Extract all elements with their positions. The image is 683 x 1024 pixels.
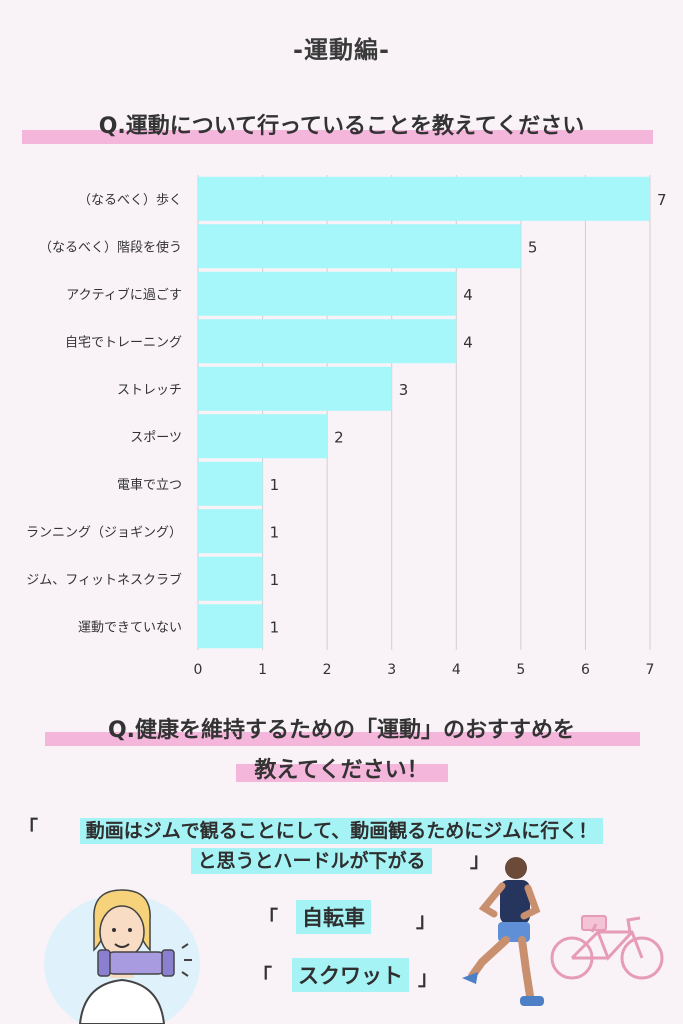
question-2-line-2: 教えてください！ [254, 758, 429, 783]
bar [198, 319, 457, 364]
data-label: 5 [528, 238, 538, 256]
bar-chart: 0 1 2 3 4 5 6 7 （なるべく）歩く 7 （なるべく）階段を使う 5 アクティブに過ごす 4 自… [26, 175, 667, 678]
bar [198, 271, 457, 316]
data-label: 3 [399, 381, 409, 399]
category-label: ジム、フィットネスクラブ [26, 572, 182, 588]
question-2-wrap: Q.健康を維持するための「運動」のおすすめを [0, 712, 683, 746]
question-1-wrap: Q.運動について行っていることを教えてください [0, 108, 683, 144]
runner-illustration [462, 857, 544, 1006]
x-tick-label: 4 [452, 662, 461, 678]
data-label: 7 [657, 191, 667, 209]
answer-2-text: 自転車 [296, 900, 371, 934]
category-label: 電車で立つ [117, 478, 182, 493]
x-tick-label: 3 [387, 662, 396, 678]
bar [198, 224, 521, 269]
data-label: 1 [270, 571, 280, 589]
section-title: -運動編- [293, 36, 390, 64]
question-1-text: Q.運動について行っていることを教えてください [98, 114, 585, 139]
category-label: 自宅でトレーニング [65, 335, 182, 350]
bar [198, 366, 392, 411]
bar [198, 176, 650, 221]
category-label: ランニング（ジョギング） [26, 525, 182, 540]
data-label: 4 [463, 286, 473, 304]
answer-3-open-bracket: 「 [252, 964, 272, 988]
answer-1-line-2-wrap: と思うとハードルが下がる [0, 846, 653, 874]
data-label: 2 [334, 428, 344, 446]
x-tick-label: 2 [323, 662, 332, 678]
answer-1-line-2: と思うとハードルが下がる [191, 848, 432, 874]
bicycle-illustration [550, 915, 664, 980]
bar [198, 509, 263, 554]
bar [198, 556, 263, 601]
data-label: 4 [463, 333, 473, 351]
data-label: 1 [270, 476, 280, 494]
bar [198, 604, 263, 649]
answer-1-line-1: 動画はジムで観ることにして、動画観るためにジムに行く！ [79, 818, 604, 844]
x-tick-label: 6 [581, 662, 590, 678]
question-2-line-1: Q.健康を維持するための「運動」のおすすめを [107, 718, 576, 743]
question-2-wrap-2: 教えてください！ [0, 752, 683, 784]
bar [198, 414, 328, 459]
category-label: スポーツ [130, 430, 182, 445]
x-tick-label: 7 [646, 662, 655, 678]
question-2-highlight-1 [45, 732, 640, 746]
data-label: 1 [270, 523, 280, 541]
answer-2-close-bracket: 」 [416, 908, 436, 932]
category-label: （なるべく）階段を使う [39, 239, 182, 255]
category-label: 運動できていない [78, 620, 182, 635]
answer-1-line-1-wrap: 動画はジムで観ることにして、動画観るためにジムに行く！ [0, 816, 683, 844]
answer-2-open-bracket: 「 [258, 906, 278, 930]
woman-dumbbell-illustration [44, 889, 200, 1024]
x-tick-label: 1 [258, 662, 267, 678]
data-label: 1 [270, 618, 280, 636]
category-label: アクティブに過ごす [66, 287, 182, 303]
category-label: （なるべく）歩く [78, 193, 182, 208]
answer-1-open-bracket: 「 [18, 816, 38, 840]
x-tick-label: 5 [516, 662, 525, 678]
question-2-highlight-2 [236, 764, 448, 782]
question-1-highlight [22, 130, 653, 144]
bar [198, 461, 263, 506]
category-label: ストレッチ [117, 383, 182, 398]
answer-3-close-bracket: 」 [418, 966, 438, 990]
answer-3-text: スクワット [292, 958, 409, 992]
x-tick-label: 0 [194, 662, 203, 678]
answer-1-close-bracket: 」 [470, 848, 490, 872]
